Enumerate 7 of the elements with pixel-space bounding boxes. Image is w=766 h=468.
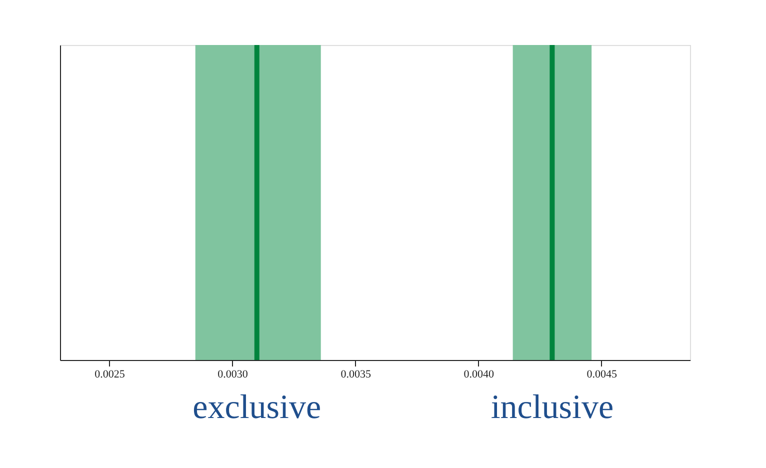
ref-line-label: inclusive	[490, 389, 614, 426]
x-tick-label: 0.0040	[464, 368, 494, 380]
x-tick-label: 0.0030	[218, 368, 248, 380]
x-tick-label: 0.0045	[586, 368, 618, 380]
x-tick-label: 0.0035	[340, 368, 372, 380]
x-tick-label: 0.0025	[94, 368, 126, 380]
ref-line-label: exclusive	[192, 389, 322, 426]
